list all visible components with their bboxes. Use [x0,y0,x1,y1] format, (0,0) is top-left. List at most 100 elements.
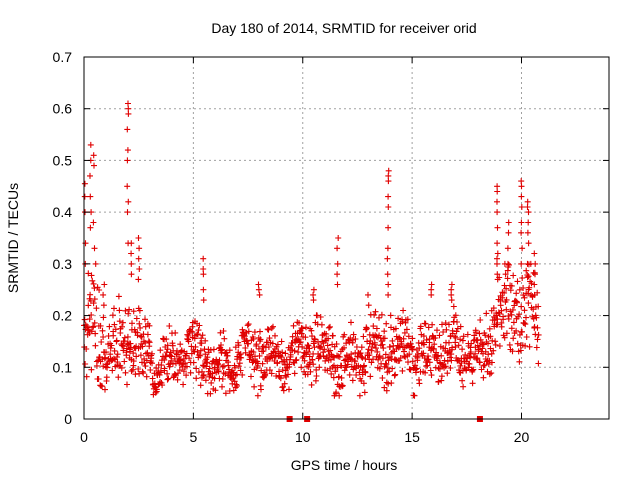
data-point [148,355,155,362]
data-point [276,373,283,380]
data-point [225,362,232,369]
data-point [450,303,457,310]
data-point [530,315,537,322]
data-point [482,332,489,339]
spike-point [310,291,317,298]
data-point [436,332,443,339]
data-point [490,305,497,312]
spike-point [310,297,317,304]
data-point [417,323,424,330]
data-point [517,347,524,354]
data-point [374,348,381,355]
data-point [313,366,320,373]
data-point [442,363,449,370]
data-point [480,374,487,381]
data-point [245,340,252,347]
data-point [139,343,146,350]
data-point [91,285,98,292]
data-point [362,369,369,376]
data-point [82,361,89,367]
data-point [298,364,305,371]
data-point [200,362,206,369]
data-point [239,371,246,378]
data-point [278,354,285,361]
spike-point [128,271,135,278]
spike-point [125,110,132,117]
data-point [175,370,182,377]
data-point [297,339,304,345]
data-point [133,353,140,360]
data-point [466,360,473,367]
spike-point [87,141,94,148]
data-point [334,352,340,359]
x-tick-label: 5 [189,429,197,445]
data-point [344,353,351,360]
data-point [292,357,299,364]
data-point [455,342,462,349]
data-point [215,368,222,375]
data-point [399,367,406,374]
data-point [114,351,121,358]
data-point [404,316,411,323]
spike-point [135,255,142,262]
data-point [204,354,211,361]
data-point [524,274,531,281]
data-point [464,331,471,338]
data-point [480,362,487,369]
data-point [254,392,261,399]
data-point [422,320,429,327]
spike-point [124,183,131,190]
data-point [142,316,148,323]
data-point [423,363,430,370]
data-point [442,345,449,352]
data-point [121,334,128,341]
data-point [94,284,101,291]
data-point [306,345,313,352]
data-point [143,373,150,380]
data-point [370,323,377,330]
data-point [420,333,427,340]
spike-point [494,260,500,267]
data-point [301,368,308,375]
data-point [371,341,378,348]
data-point [257,328,263,335]
data-point [306,353,313,360]
data-point [367,337,374,344]
data-point [307,368,314,375]
data-point [460,333,467,340]
spike-point [124,147,131,154]
data-point [348,351,355,358]
data-point [379,355,386,362]
data-point [138,340,145,347]
spike-point [531,250,538,257]
data-point [146,322,153,329]
data-point [144,331,151,338]
data-point [174,376,181,383]
data-point [401,329,408,336]
data-point [501,282,508,289]
data-point [149,350,155,357]
data-point [147,367,154,373]
data-point [481,362,488,369]
data-point [409,346,416,352]
data-point [436,365,443,372]
spike-point [494,183,501,190]
data-point [245,328,252,335]
data-point [159,382,166,389]
data-point [489,359,495,366]
spike-point [200,286,207,293]
data-point [136,307,143,314]
spike-point [128,260,135,267]
data-point [90,300,97,307]
data-point [233,381,240,388]
data-point [525,290,531,297]
spike-point [200,271,207,278]
data-point [133,315,140,322]
spike-point [531,291,538,298]
data-point [477,336,484,343]
data-point [142,339,149,346]
data-point [375,356,382,363]
data-point [219,363,226,370]
data-point [320,352,327,359]
axis-layer: 0 0.1 0.2 0.3 0.4 0.5 0.6 0.7 0 5 10 15 20 [53,49,609,445]
